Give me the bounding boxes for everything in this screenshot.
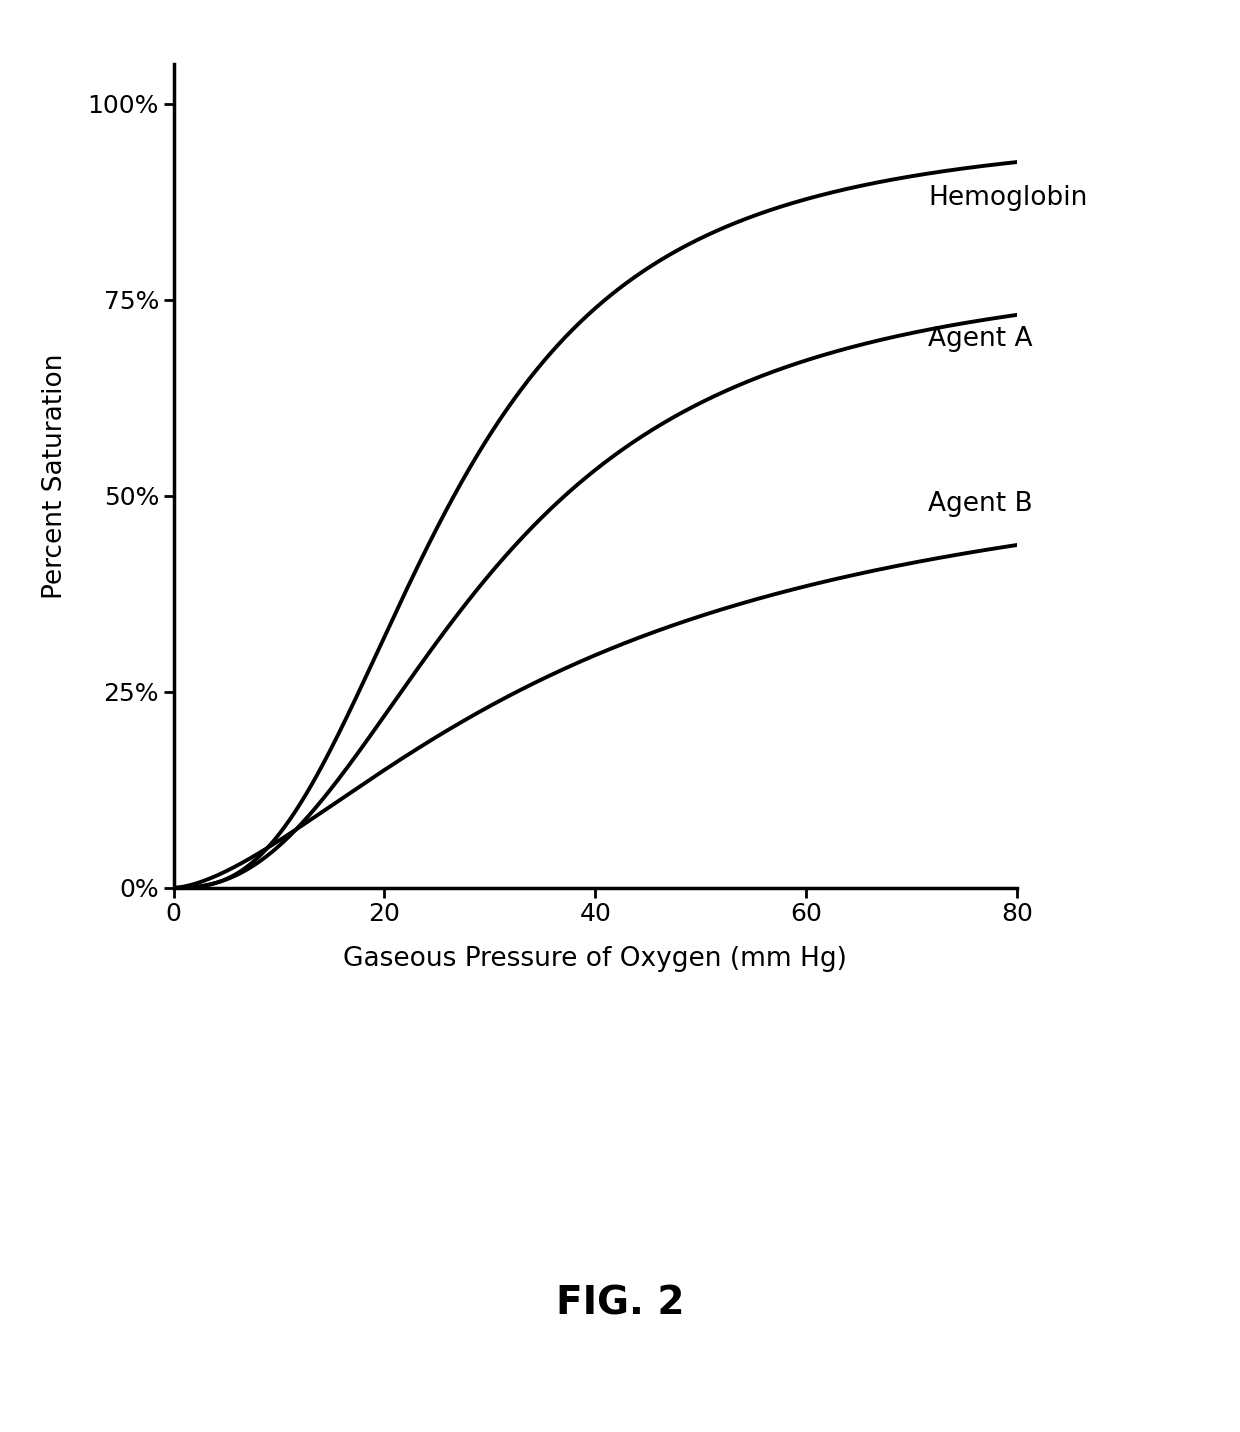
Text: Hemoglobin: Hemoglobin bbox=[929, 185, 1087, 211]
Y-axis label: Percent Saturation: Percent Saturation bbox=[42, 354, 68, 599]
X-axis label: Gaseous Pressure of Oxygen (mm Hg): Gaseous Pressure of Oxygen (mm Hg) bbox=[343, 947, 847, 972]
Text: Agent B: Agent B bbox=[929, 491, 1033, 517]
Text: FIG. 2: FIG. 2 bbox=[556, 1285, 684, 1322]
Text: Agent A: Agent A bbox=[929, 326, 1033, 352]
